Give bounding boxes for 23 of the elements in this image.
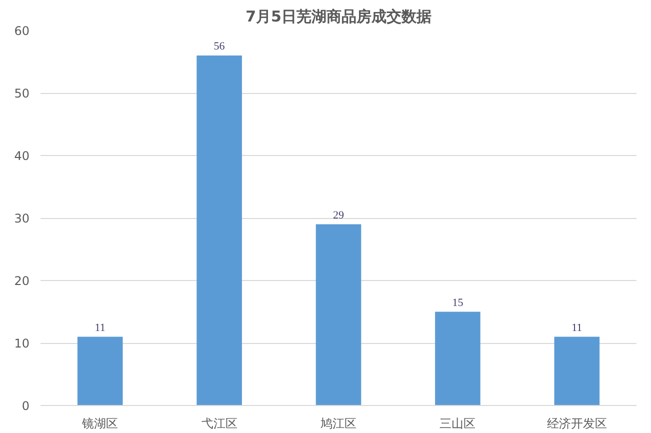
y-tick-label: 60 bbox=[14, 24, 30, 38]
chart-title: 7月5日芜湖商品房成交数据 bbox=[246, 8, 432, 26]
y-tick-label: 0 bbox=[22, 399, 30, 413]
data-label: 29 bbox=[333, 209, 344, 222]
bar bbox=[435, 312, 480, 406]
bar bbox=[554, 336, 600, 406]
y-tick-label: 10 bbox=[14, 336, 30, 350]
x-tick-label: 镜湖区 bbox=[81, 416, 118, 430]
data-label: 11 bbox=[572, 322, 582, 334]
x-tick-label: 经济开发区 bbox=[546, 416, 607, 430]
bar bbox=[77, 336, 123, 406]
y-tick-label: 30 bbox=[14, 212, 30, 226]
x-tick-label: 鸠江区 bbox=[320, 416, 356, 430]
data-label: 11 bbox=[94, 322, 106, 334]
bar bbox=[196, 56, 242, 406]
x-tick-label: 弋江区 bbox=[201, 416, 238, 430]
y-tick-label: 20 bbox=[14, 274, 30, 288]
data-label: 56 bbox=[214, 40, 226, 52]
data-label: 15 bbox=[452, 296, 464, 309]
y-tick-label: 40 bbox=[14, 149, 30, 163]
bar bbox=[316, 224, 362, 406]
y-tick-label: 50 bbox=[14, 86, 30, 100]
x-tick-label: 三山区 bbox=[440, 416, 476, 430]
